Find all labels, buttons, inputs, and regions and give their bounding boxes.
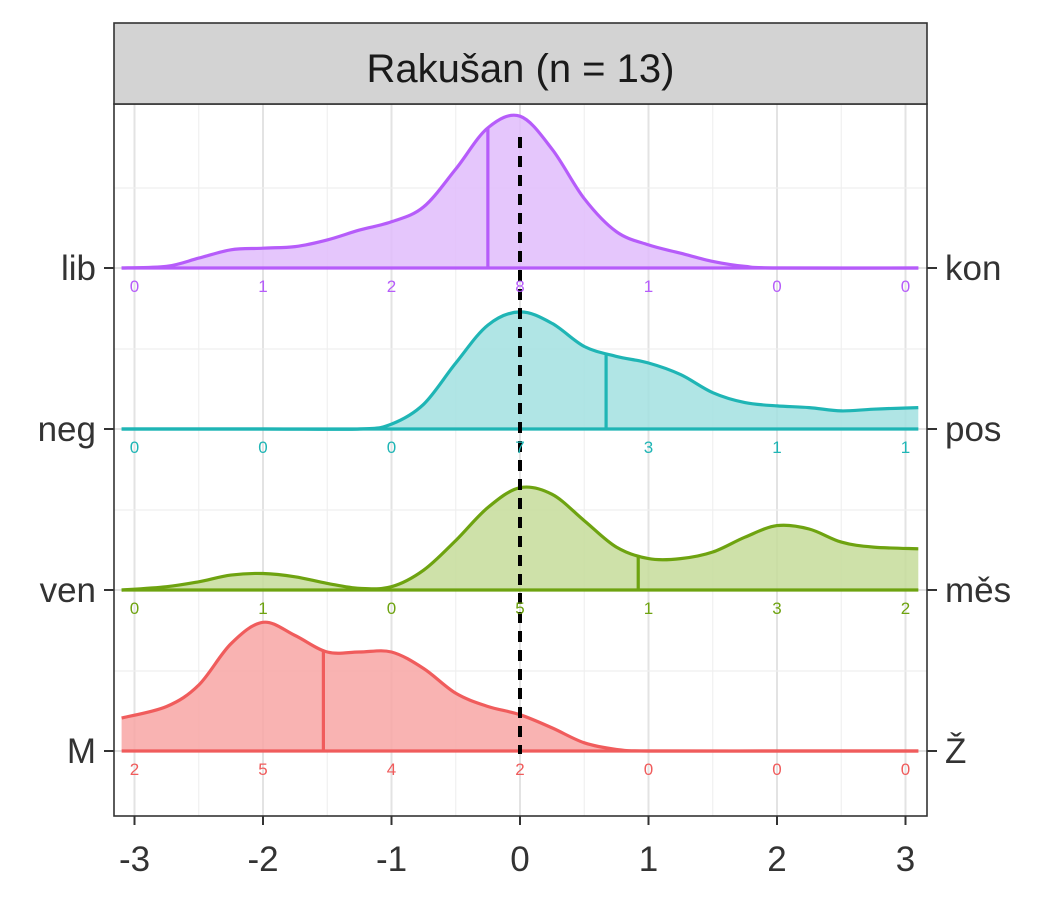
count-label: 0: [130, 438, 139, 457]
facet-title: Rakušan (n = 13): [367, 47, 675, 91]
x-tick-label: -2: [247, 840, 278, 879]
count-label: 3: [772, 599, 781, 618]
x-tick-label: -1: [376, 840, 407, 879]
count-label: 0: [644, 760, 653, 779]
count-label: 0: [387, 438, 396, 457]
count-label: 1: [258, 277, 267, 296]
x-tick-label: 3: [896, 840, 915, 879]
count-label: 5: [515, 599, 524, 618]
count-label: 1: [644, 599, 653, 618]
x-tick-label: 1: [639, 840, 658, 879]
density-line: [121, 113, 919, 270]
count-label: 1: [901, 438, 910, 457]
count-label: 5: [258, 760, 267, 779]
count-label: 0: [130, 599, 139, 618]
density-line: [121, 310, 919, 431]
count-label: 0: [258, 438, 267, 457]
count-label: 4: [387, 760, 396, 779]
count-label: 2: [387, 277, 396, 296]
count-label: 1: [772, 438, 781, 457]
y-tick-label-left: M: [67, 732, 96, 771]
count-label: 2: [130, 760, 139, 779]
y-tick-label-right: Ž: [945, 732, 966, 771]
y-tick-label-right: měs: [945, 571, 1011, 610]
density-ridge-lib-kon: [121, 113, 919, 270]
count-label: 0: [901, 760, 910, 779]
x-tick-label: 2: [767, 840, 786, 879]
y-tick-label-left: neg: [38, 410, 96, 449]
count-label: 2: [515, 760, 524, 779]
count-label: 1: [644, 277, 653, 296]
y-tick-label-right: pos: [945, 410, 1001, 449]
x-tick-label: -3: [119, 840, 150, 879]
count-label: 0: [130, 277, 139, 296]
y-tick-label-right: kon: [945, 249, 1001, 288]
y-tick-label-left: lib: [61, 249, 96, 288]
density-area: [121, 622, 919, 752]
count-label: 0: [772, 760, 781, 779]
count-label: 7: [515, 438, 524, 457]
y-tick-label-left: ven: [40, 571, 96, 610]
count-label: 1: [258, 599, 267, 618]
count-label: 8: [515, 277, 524, 296]
x-tick-label: 0: [510, 840, 529, 879]
density-area: [121, 115, 919, 269]
count-label: 2: [901, 599, 910, 618]
count-label: 0: [901, 277, 910, 296]
count-label: 3: [644, 438, 653, 457]
count-label: 0: [772, 277, 781, 296]
facet-strip-background: [113, 22, 928, 105]
count-label: 0: [387, 599, 396, 618]
